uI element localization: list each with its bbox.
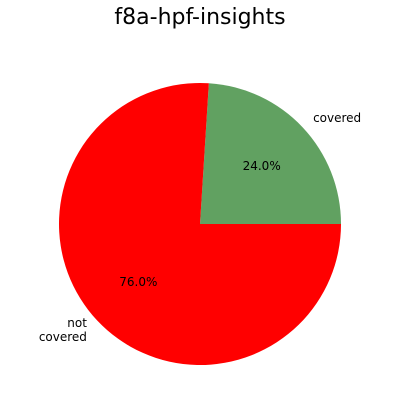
pie-pct-label: 24.0% <box>243 159 281 173</box>
pie-pct-label: 76.0% <box>119 275 157 289</box>
pie-category-label: not covered <box>39 316 87 344</box>
pie-category-label-line: not <box>67 316 87 330</box>
pie-slices <box>58 82 341 365</box>
pie-slice-covered <box>200 83 341 224</box>
chart-title: f8a-hpf-insights <box>114 5 285 30</box>
pie-category-label-line: covered <box>39 330 87 344</box>
pie-category-label-line: covered <box>313 111 361 125</box>
pie-category-label: covered <box>313 111 361 125</box>
pie-slice-not-covered <box>58 82 341 365</box>
